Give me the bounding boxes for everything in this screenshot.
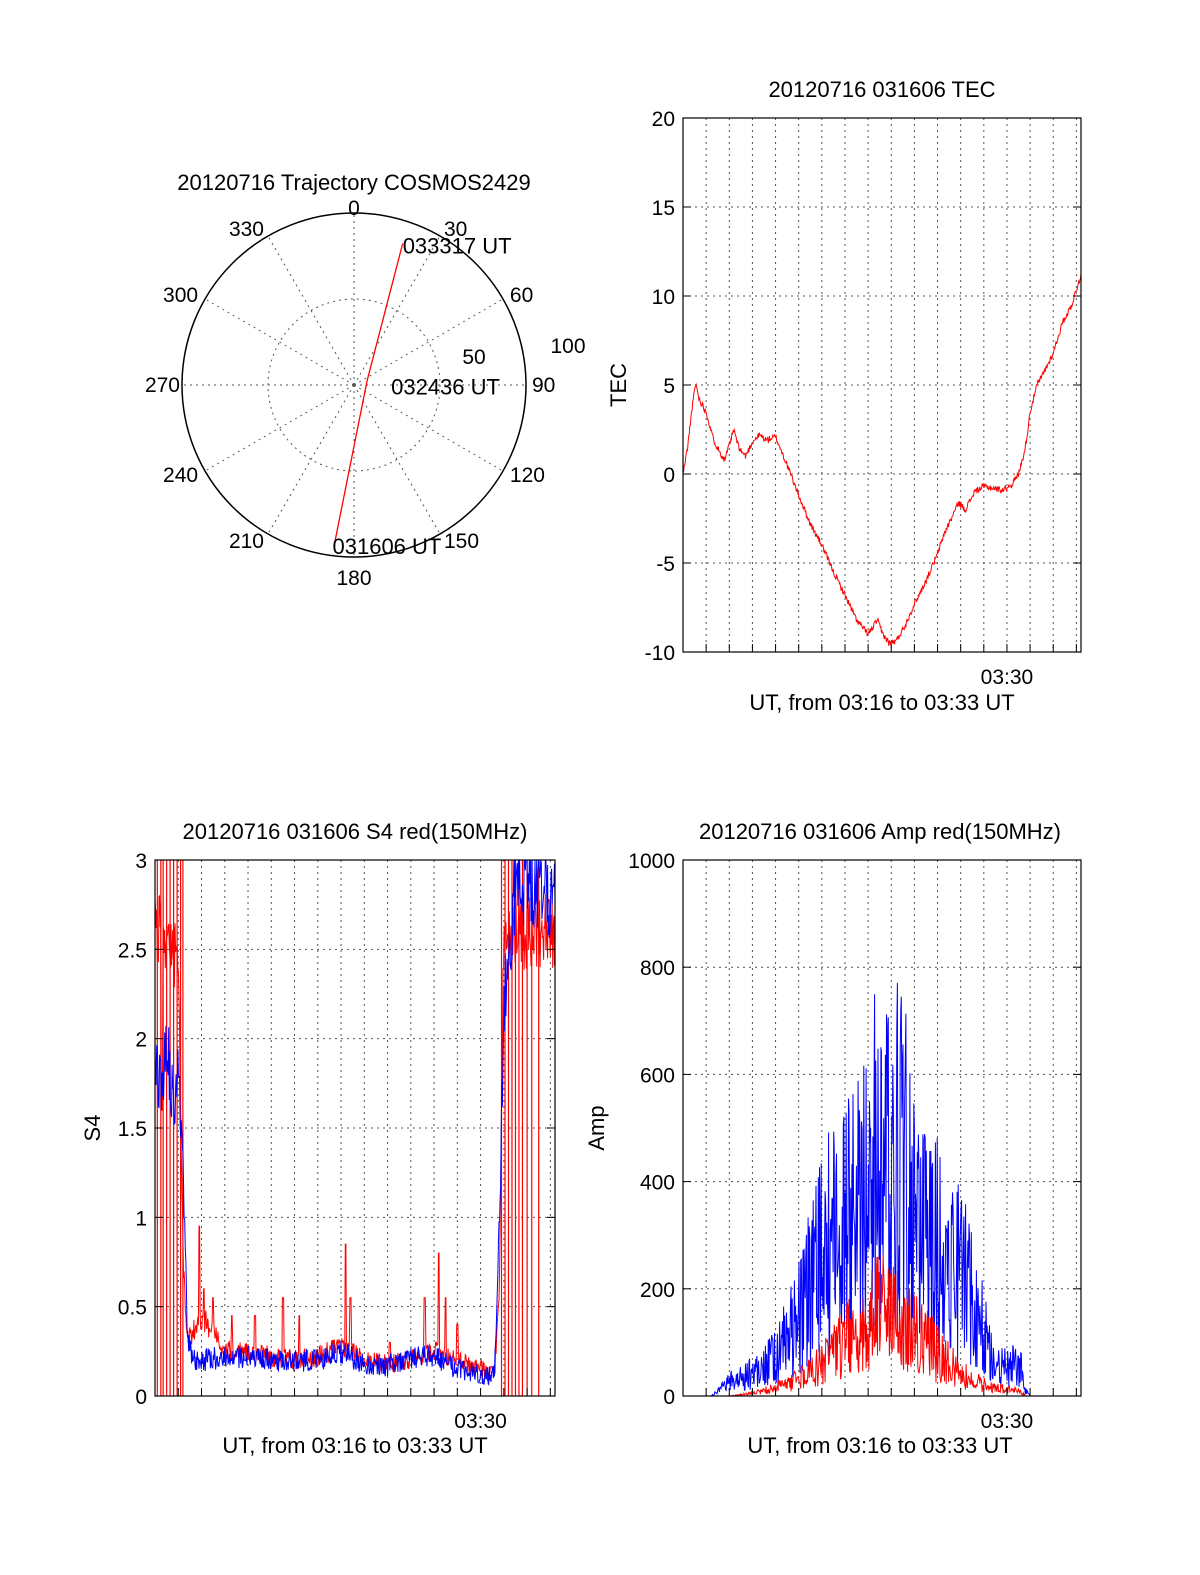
azimuth-label: 210: [229, 530, 264, 553]
azimuth-label: 90: [532, 374, 555, 397]
y-tick-label: -5: [656, 553, 675, 576]
y-tick-label: 200: [640, 1279, 675, 1302]
trajectory-radial-labels: 50 100: [462, 335, 585, 369]
y-tick-label: 600: [640, 1064, 675, 1087]
series-blue-line: [154, 859, 556, 1386]
azimuth-label: 180: [336, 567, 371, 590]
trajectory-annotation: 032436 UT: [391, 375, 500, 400]
x-tick-label: 03:30: [454, 1410, 507, 1433]
trajectory-panel: 20120716 Trajectory COSMOS2429 0 30 60 90 12…: [145, 170, 586, 590]
y-tick-label: 0: [663, 1386, 675, 1409]
trajectory-grid: [181, 212, 527, 558]
s4-title: 20120716 031606 S4 red(150MHz): [183, 819, 528, 844]
y-tick-label: 20: [652, 108, 675, 131]
azimuth-label: 30: [444, 218, 467, 241]
trajectory-annotations: 031606 UT 032436 UT 033317 UT: [333, 234, 512, 559]
y-tick-label: 400: [640, 1172, 675, 1195]
azimuth-label: 300: [163, 284, 198, 307]
azimuth-label: 0: [348, 197, 360, 220]
polar-spoke: [353, 235, 441, 386]
azimuth-label: 270: [145, 374, 180, 397]
amp-panel: 20120716 031606 Amp red(150MHz) 0 200 400 6…: [584, 819, 1082, 1458]
amp-axes-frame: [682, 859, 1082, 1397]
s4-xlabel: UT, from 03:16 to 03:33 UT: [222, 1433, 487, 1458]
polar-outer-ring: [181, 212, 527, 558]
y-tick-label: 1000: [628, 850, 675, 873]
series-red-line: [154, 892, 556, 1381]
trajectory-title: 20120716 Trajectory COSMOS2429: [177, 170, 530, 195]
polar-spoke: [267, 384, 355, 535]
y-tick-label: 0: [663, 464, 675, 487]
polar-spoke: [204, 384, 355, 472]
trajectory-annotation: 031606 UT: [333, 534, 442, 559]
s4-ylabel: S4: [80, 1115, 105, 1142]
y-tick-label: 2.5: [118, 939, 147, 962]
trajectory-path: [333, 243, 404, 544]
tec-series: [682, 273, 1082, 646]
y-tick-label: 5: [663, 375, 675, 398]
amp-xlabel: UT, from 03:16 to 03:33 UT: [747, 1433, 1012, 1458]
azimuth-label: 60: [510, 284, 533, 307]
tec-title: 20120716 031606 TEC: [768, 77, 995, 102]
azimuth-label: 330: [229, 218, 264, 241]
azimuth-label: 120: [510, 464, 545, 487]
y-tick-label: 15: [652, 197, 675, 220]
amp-title: 20120716 031606 Amp red(150MHz): [699, 819, 1061, 844]
s4-x-ticks: 03:30: [177, 1388, 551, 1433]
trajectory-azimuth-labels: 0 30 60 90 120 150 180 210 240 270 300 330: [145, 197, 555, 590]
amp-y-ticks: 0 200 400 600 800 1000: [628, 850, 1081, 1409]
tec-x-ticks: 03:30: [705, 644, 1077, 689]
tec-y-ticks: -10 -5 0 5 10 15 20: [645, 108, 1081, 665]
radial-label-50: 50: [462, 346, 485, 369]
y-tick-label: 0: [135, 1386, 147, 1409]
radial-label-100: 100: [550, 335, 585, 358]
s4-panel: 20120716 031606 S4 red(150MHz) 0 0.5 1 1.5 2…: [80, 819, 556, 1458]
amp-ylabel: Amp: [584, 1105, 609, 1150]
y-tick-label: 1.5: [118, 1118, 147, 1141]
amp-x-ticks: 03:30: [705, 1388, 1077, 1433]
amp-series: [683, 982, 1081, 1397]
y-tick-label: 2: [135, 1029, 147, 1052]
azimuth-label: 150: [444, 530, 479, 553]
tec-grid: [683, 118, 1081, 652]
tec-xlabel: UT, from 03:16 to 03:33 UT: [749, 690, 1014, 715]
trajectory-annotation: 033317 UT: [403, 234, 512, 259]
tec-ylabel: TEC: [606, 363, 631, 407]
polar-spoke: [353, 384, 504, 472]
series-red-line: [682, 273, 1082, 646]
polar-spoke: [204, 298, 355, 386]
y-tick-label: 3: [135, 850, 147, 873]
series-blue-line: [683, 982, 1081, 1397]
series-red-line: [683, 1254, 1081, 1397]
x-tick-label: 03:30: [981, 666, 1034, 689]
polar-spoke: [353, 384, 441, 535]
y-tick-label: 10: [652, 286, 675, 309]
y-tick-label: 800: [640, 957, 675, 980]
s4-grid: [155, 860, 555, 1396]
polar-spoke: [353, 298, 504, 386]
y-tick-label: 1: [135, 1207, 147, 1230]
x-tick-label: 03:30: [981, 1410, 1034, 1433]
y-tick-label: -10: [645, 642, 675, 665]
azimuth-label: 240: [163, 464, 198, 487]
y-tick-label: 0.5: [118, 1297, 147, 1320]
polar-spoke: [267, 235, 355, 386]
s4-y-ticks: 0 0.5 1 1.5 2 2.5 3: [118, 850, 555, 1409]
